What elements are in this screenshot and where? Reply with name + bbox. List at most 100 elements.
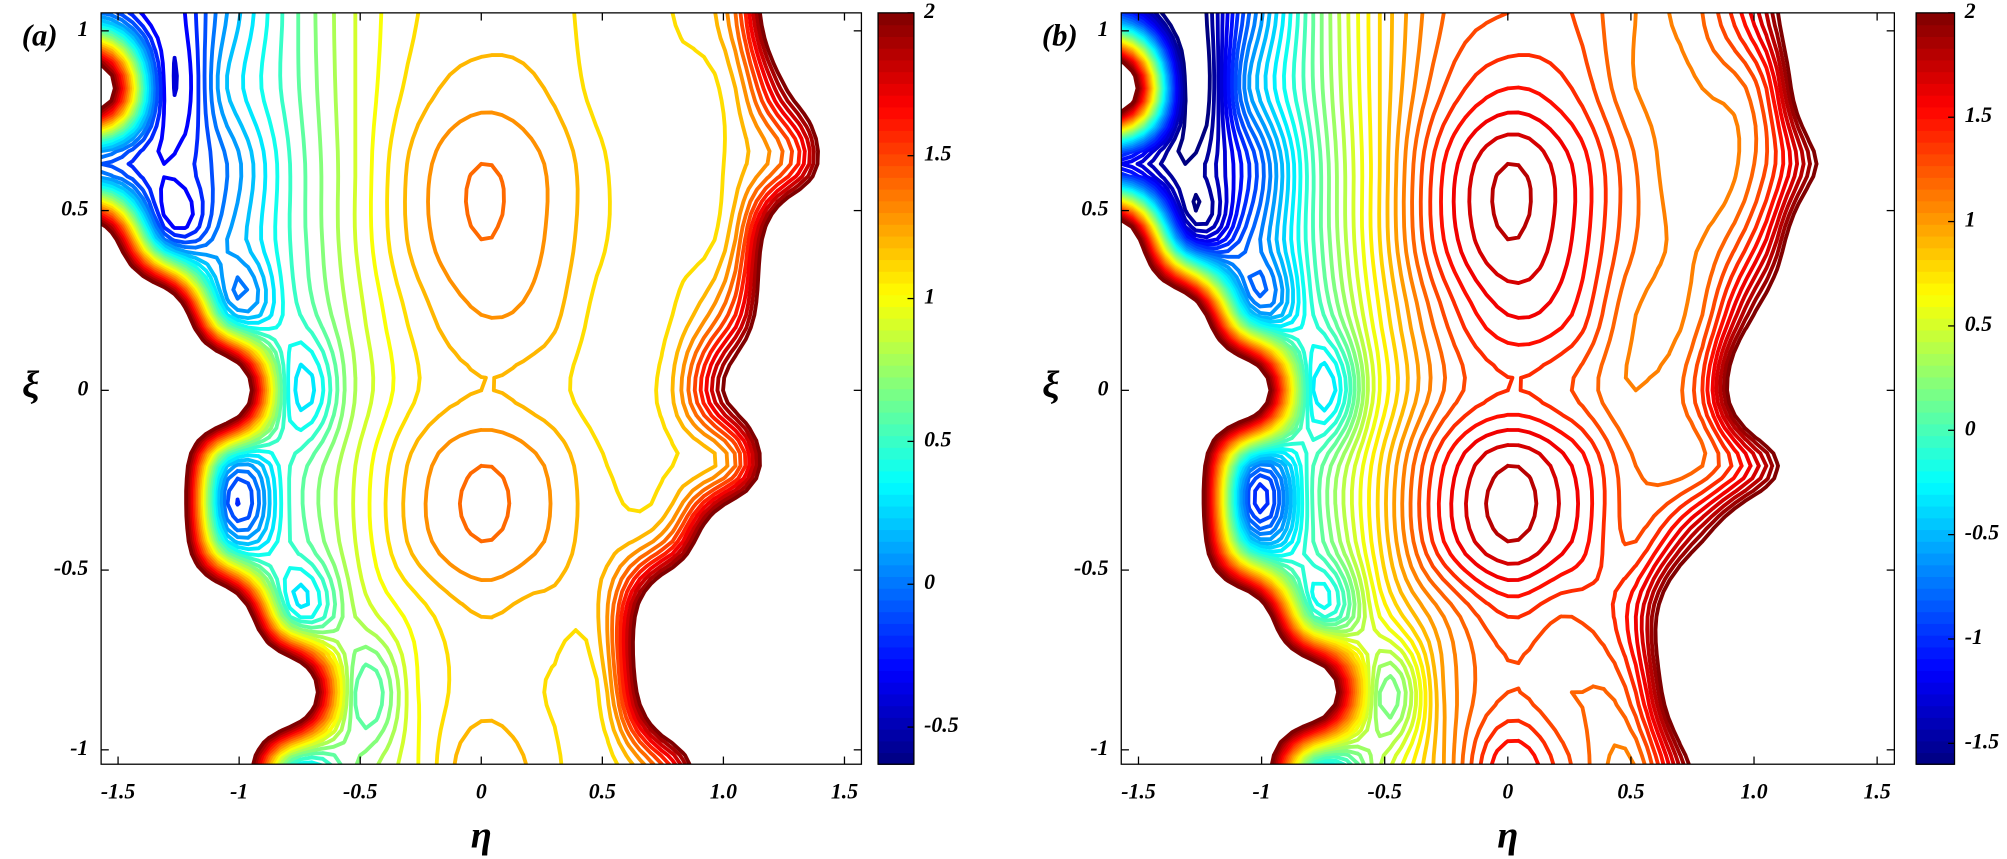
- colorbar-step: [878, 329, 914, 343]
- contour-line: [101, 12, 255, 524]
- colorbar-step: [1916, 752, 1955, 765]
- x-tick-label: 1.0: [710, 780, 737, 804]
- colorbar-step: [878, 71, 914, 84]
- colorbar-step: [1916, 740, 1955, 754]
- colorbar-step: [878, 494, 914, 507]
- contour-line: [126, 12, 241, 507]
- colorbar-step: [1916, 670, 1955, 683]
- colorbar-tick-label: 1.5: [924, 142, 951, 166]
- colorbar-step: [1916, 693, 1955, 707]
- colorbar-step: [878, 470, 914, 484]
- colorbar-step: [878, 318, 914, 331]
- colorbar-step: [1916, 635, 1955, 648]
- colorbar-tick-label: 0: [1965, 416, 1976, 440]
- colorbar-step: [1916, 71, 1955, 84]
- colorbar-tick-label: 2: [923, 0, 935, 23]
- colorbar-step: [878, 599, 914, 613]
- colorbar-step: [1916, 294, 1955, 308]
- colorbar-step: [1916, 517, 1955, 531]
- colorbar-step: [878, 188, 914, 202]
- colorbar-step: [878, 529, 914, 542]
- colorbar-step: [1916, 728, 1955, 742]
- contour-panel: -1.5 -1 -0.5 0 0.5 1.0 1.5 -1 -0.5 0 0.5 1 η ξ (a) -0.5…: [22, 0, 959, 856]
- y-tick-label: -0.5: [1074, 556, 1109, 580]
- x-tick-label: 1.5: [1864, 780, 1891, 804]
- x-tick-label: 0.5: [1617, 780, 1644, 804]
- colorbar-step: [878, 482, 914, 495]
- colorbar-tick-label: -1: [1965, 625, 1983, 649]
- colorbar-step: [878, 24, 914, 37]
- colorbar-step: [878, 412, 914, 425]
- colorbar-tick-label: 0.5: [924, 427, 951, 451]
- colorbar-step: [1916, 95, 1955, 108]
- y-tick-label: -1: [70, 736, 88, 760]
- colorbar-step: [878, 717, 914, 730]
- colorbar-step: [1916, 541, 1955, 554]
- colorbar-tick-label: 1.5: [1965, 103, 1992, 127]
- colorbar-step: [878, 294, 914, 308]
- colorbar-step: [878, 48, 914, 61]
- colorbar-step: [878, 177, 914, 190]
- colorbar-step: [878, 623, 914, 636]
- colorbar-step: [878, 541, 914, 554]
- x-tick-label: -0.5: [1367, 780, 1402, 804]
- colorbar-step: [1916, 623, 1955, 636]
- y-axis-label: ξ: [1042, 364, 1060, 406]
- colorbar-step: [878, 153, 914, 167]
- colorbar-step: [878, 611, 914, 624]
- contours: [1121, 12, 1819, 765]
- y-tick-label: 0.5: [61, 197, 88, 221]
- colorbar-tick-label: 2: [1964, 0, 1976, 23]
- x-tick-label: -1.5: [1121, 780, 1156, 804]
- colorbar-step: [878, 224, 914, 237]
- colorbar-step: [878, 388, 914, 401]
- colorbar-step: [1916, 130, 1955, 143]
- colorbar-step: [878, 693, 914, 707]
- colorbar-step: [1916, 247, 1955, 261]
- colorbar-step: [878, 705, 914, 718]
- colorbar-tick-label: 0: [924, 570, 935, 594]
- contour-line: [101, 12, 272, 547]
- colorbar-step: [1916, 447, 1955, 460]
- colorbar-tick-label: 0.5: [1965, 312, 1992, 336]
- panel-label: (b): [1042, 19, 1078, 53]
- colorbar-step: [878, 130, 914, 143]
- colorbar-step: [1916, 682, 1955, 695]
- colorbar-tick-label: 1: [1965, 208, 1976, 232]
- colorbar-step: [1916, 118, 1955, 131]
- colorbar-step: [1916, 576, 1955, 589]
- colorbar-step: [878, 576, 914, 589]
- colorbar-step: [1916, 388, 1955, 401]
- colorbar-step: [878, 306, 914, 319]
- colorbar-step: [1916, 646, 1955, 660]
- y-tick-label: -1: [1090, 736, 1108, 760]
- colorbar-step: [1916, 212, 1955, 225]
- x-axis-label: η: [471, 814, 492, 856]
- colorbar-step: [878, 106, 914, 120]
- colorbar-frame: [1915, 12, 1956, 765]
- colorbar-step: [1916, 224, 1955, 237]
- colorbar-step: [878, 447, 914, 460]
- x-axis-label: η: [1497, 814, 1518, 856]
- y-tick-label: -0.5: [54, 556, 89, 580]
- colorbar-step: [878, 588, 914, 601]
- contour-line: [101, 12, 317, 609]
- colorbar-step: [878, 341, 914, 354]
- colorbar-step: [1916, 482, 1955, 495]
- colorbar-step: [878, 212, 914, 225]
- colorbar-step: [1916, 564, 1955, 578]
- colorbar-step: [878, 635, 914, 648]
- colorbar-step: [878, 235, 914, 249]
- colorbar-step: [1916, 599, 1955, 613]
- colorbar-step: [1916, 83, 1955, 96]
- colorbar-step: [1916, 259, 1955, 272]
- contours: [101, 12, 820, 765]
- colorbar-step: [1916, 12, 1955, 26]
- contour-panel: -1.5 -1 -0.5 0 0.5 1.0 1.5 -1 -0.5 0 0.5 1 η ξ (b) -1.5…: [1042, 0, 1999, 856]
- colorbar-step: [1916, 177, 1955, 190]
- colorbar-step: [878, 423, 914, 437]
- colorbar-step: [1916, 106, 1955, 120]
- contour-line: [101, 12, 816, 765]
